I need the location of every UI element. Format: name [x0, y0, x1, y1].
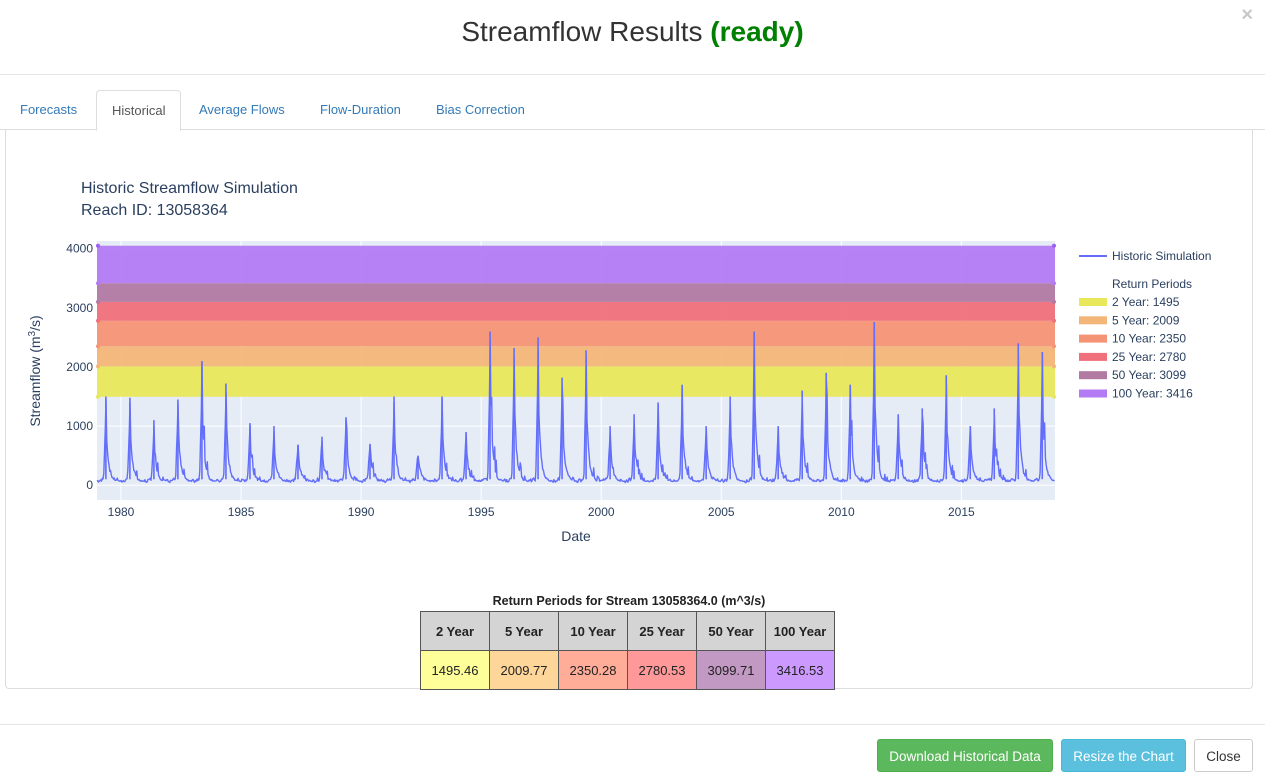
band-marker [1052, 318, 1056, 323]
chart-title: Historic Streamflow Simulation [81, 180, 298, 197]
band-marker [96, 299, 100, 304]
x-tick-label: 2000 [588, 505, 615, 519]
table-value-cell: 2350.28 [558, 650, 628, 690]
legend-item-return-period[interactable]: 50 Year: 3099 [1112, 368, 1186, 382]
y-axis-label-sup: 3 [27, 330, 38, 336]
y-axis-label: Streamflow (m3/s) [27, 315, 43, 426]
band-marker [96, 318, 100, 323]
x-tick-label: 1990 [348, 505, 375, 519]
chart-legend[interactable]: Historic Simulation Return Periods 2 Yea… [1079, 249, 1211, 401]
band-marker [96, 281, 100, 286]
band-marker [1052, 281, 1056, 286]
tab-bias-correction[interactable]: Bias Correction [436, 102, 525, 117]
y-axis-label-main: Streamflow (m [27, 336, 43, 426]
band-marker [1052, 344, 1056, 349]
legend-item-return-period[interactable]: 25 Year: 2780 [1112, 350, 1186, 364]
band-marker [96, 243, 100, 248]
modal-title: Streamflow Results (ready) [0, 16, 1265, 48]
return-period-band [97, 366, 1055, 397]
legend-item-return-period[interactable]: 100 Year: 3416 [1112, 387, 1193, 401]
table-value-cell: 3416.53 [765, 650, 835, 690]
table-value-cell: 2009.77 [489, 650, 559, 690]
return-period-band [97, 245, 1055, 284]
historic-simulation-line [96, 326, 1055, 484]
legend-item-return-period[interactable]: 10 Year: 2350 [1112, 332, 1186, 346]
band-marker [1052, 364, 1056, 369]
table-header-cell: 10 Year [558, 611, 628, 651]
modal-footer-divider [0, 724, 1265, 725]
tab-flow-duration[interactable]: Flow-Duration [320, 102, 401, 117]
band-marker [96, 344, 100, 349]
tab-average-flows[interactable]: Average Flows [199, 102, 285, 117]
table-header-cell: 5 Year [489, 611, 559, 651]
modal-title-text: Streamflow Results [461, 16, 703, 47]
close-button[interactable]: Close [1194, 739, 1253, 772]
y-axis-ticks: 0 1000 2000 3000 4000 [66, 242, 93, 493]
table-value-cell: 3099.71 [696, 650, 766, 690]
band-marker [96, 394, 100, 399]
y-tick-label: 4000 [66, 242, 93, 256]
legend-marker [1090, 372, 1096, 379]
legend-item-return-period[interactable]: 5 Year: 2009 [1112, 313, 1180, 327]
historic-streamflow-chart[interactable]: Historic Streamflow Simulation Reach ID:… [0, 0, 1265, 590]
y-tick-label: 1000 [66, 419, 93, 433]
legend-marker [1090, 299, 1096, 305]
return-period-band [97, 283, 1055, 302]
legend-marker [1090, 335, 1096, 342]
y-tick-label: 2000 [66, 360, 93, 374]
return-period-band [97, 346, 1055, 367]
band-marker [96, 364, 100, 369]
legend-item-return-period[interactable]: 2 Year: 1495 [1112, 295, 1180, 309]
x-tick-label: 2015 [948, 505, 975, 519]
tab-forecasts[interactable]: Forecasts [20, 102, 78, 117]
tab-bar: Forecasts Historical Average Flows Flow-… [0, 90, 1265, 131]
legend-marker [1090, 317, 1096, 324]
x-tick-label: 1985 [228, 505, 255, 519]
return-periods-table: 2 Year 5 Year 10 Year 25 Year 50 Year 10… [420, 611, 835, 690]
download-historical-data-button[interactable]: Download Historical Data [877, 739, 1053, 772]
tab-historical[interactable]: Historical [96, 90, 182, 131]
table-header-cell: 50 Year [696, 611, 766, 651]
table-header-row: 2 Year 5 Year 10 Year 25 Year 50 Year 10… [420, 611, 835, 651]
close-icon[interactable]: × [1241, 4, 1253, 26]
return-periods-table-title: Return Periods for Stream 13058364.0 (m^… [492, 594, 766, 608]
legend-group-title: Return Periods [1112, 277, 1192, 291]
tab-divider [0, 129, 1265, 130]
legend-item-historic[interactable]: Historic Simulation [1112, 249, 1211, 263]
table-value-cell: 2780.53 [627, 650, 697, 690]
x-axis-ticks: 1980 1985 1990 1995 2000 2005 2010 2015 [108, 505, 975, 519]
modal-header: Streamflow Results (ready) × [0, 0, 1265, 75]
band-marker [1052, 299, 1056, 304]
x-tick-label: 2010 [828, 505, 855, 519]
table-header-cell: 25 Year [627, 611, 697, 651]
y-axis-label-end: /s) [27, 315, 43, 331]
band-marker [1052, 243, 1056, 248]
x-tick-label: 1980 [108, 505, 135, 519]
y-tick-label: 3000 [66, 301, 93, 315]
legend-marker [1090, 390, 1096, 397]
y-tick-label: 0 [86, 478, 93, 492]
status-text: (ready) [710, 16, 804, 47]
legend-marker [1090, 353, 1096, 360]
x-axis-label: Date [561, 528, 591, 544]
return-period-bands [96, 243, 1056, 399]
band-marker [1052, 394, 1056, 399]
return-period-band [97, 301, 1055, 321]
x-tick-label: 2005 [708, 505, 735, 519]
chart-subtitle: Reach ID: 13058364 [81, 202, 228, 219]
table-row: 1495.46 2009.77 2350.28 2780.53 3099.71 … [420, 650, 835, 690]
return-period-band [97, 320, 1055, 347]
table-value-cell: 1495.46 [420, 650, 490, 690]
table-header-cell: 100 Year [765, 611, 835, 651]
historic-simulation-series [96, 322, 1055, 484]
x-tick-label: 1995 [468, 505, 495, 519]
table-header-cell: 2 Year [420, 611, 490, 651]
resize-chart-button[interactable]: Resize the Chart [1061, 739, 1186, 772]
